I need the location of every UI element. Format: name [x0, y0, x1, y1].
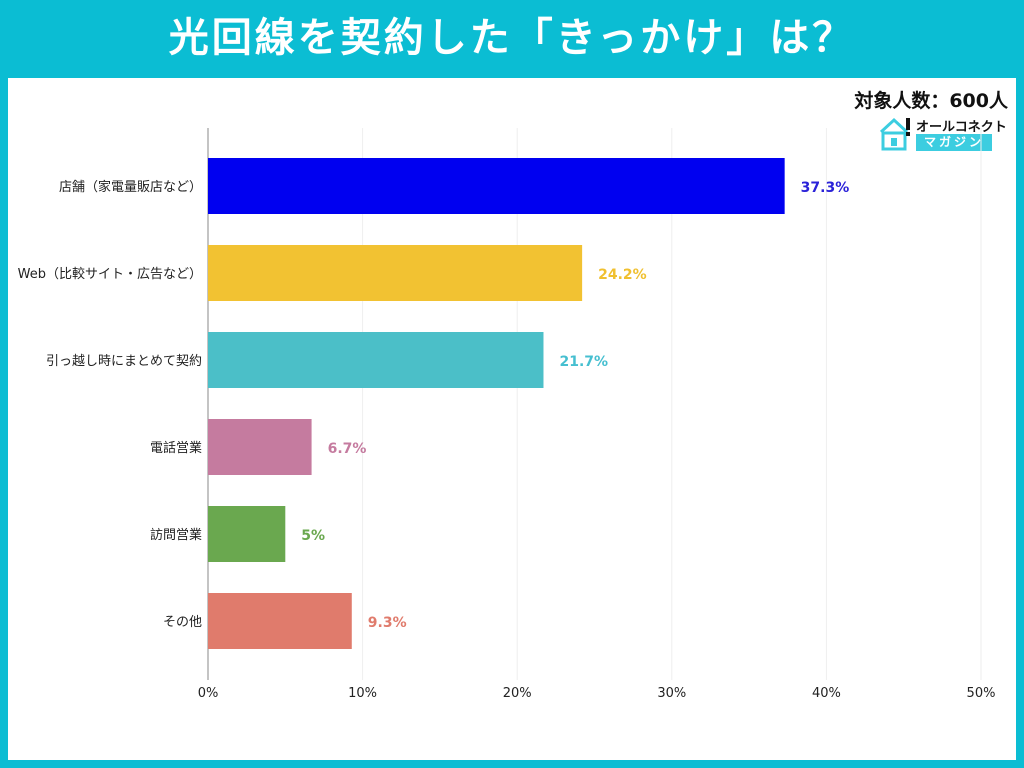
category-label: その他: [163, 615, 202, 630]
bar: [208, 332, 544, 388]
bar: [208, 158, 785, 214]
logo-text: オールコネクト: [916, 120, 1007, 135]
category-label: 店舗（家電量販店など）: [59, 179, 202, 195]
house-icon: [879, 117, 910, 151]
x-tick-label: 0%: [198, 686, 219, 701]
category-label: Web（比較サイト・広告など）: [18, 267, 202, 282]
data-label: 37.3%: [801, 180, 850, 196]
category-label: 訪問営業: [150, 527, 202, 543]
x-tick-label: 40%: [812, 686, 841, 701]
bar: [208, 593, 352, 649]
x-tick-label: 20%: [503, 686, 532, 701]
x-tick-label: 50%: [967, 686, 996, 701]
data-label: 9.3%: [368, 615, 407, 631]
bar: [208, 506, 286, 562]
logo: オールコネクト マガジン: [878, 116, 1007, 152]
data-label: 21.7%: [559, 354, 608, 370]
category-label: 引っ越し時にまとめて契約: [46, 354, 202, 369]
category-label: 電話営業: [150, 440, 202, 456]
x-tick-label: 30%: [657, 686, 686, 701]
sample-size: 対象人数：600人: [854, 90, 1008, 112]
data-label: 24.2%: [598, 267, 647, 283]
chart-title: 光回線を契約した「きっかけ」は？: [168, 15, 856, 61]
bar: [208, 419, 312, 475]
bar: [208, 245, 583, 301]
data-label: 6.7%: [328, 441, 367, 457]
x-tick-label: 10%: [348, 686, 377, 701]
data-label: 5%: [301, 528, 325, 544]
logo-subtext: マガジン: [916, 134, 992, 151]
